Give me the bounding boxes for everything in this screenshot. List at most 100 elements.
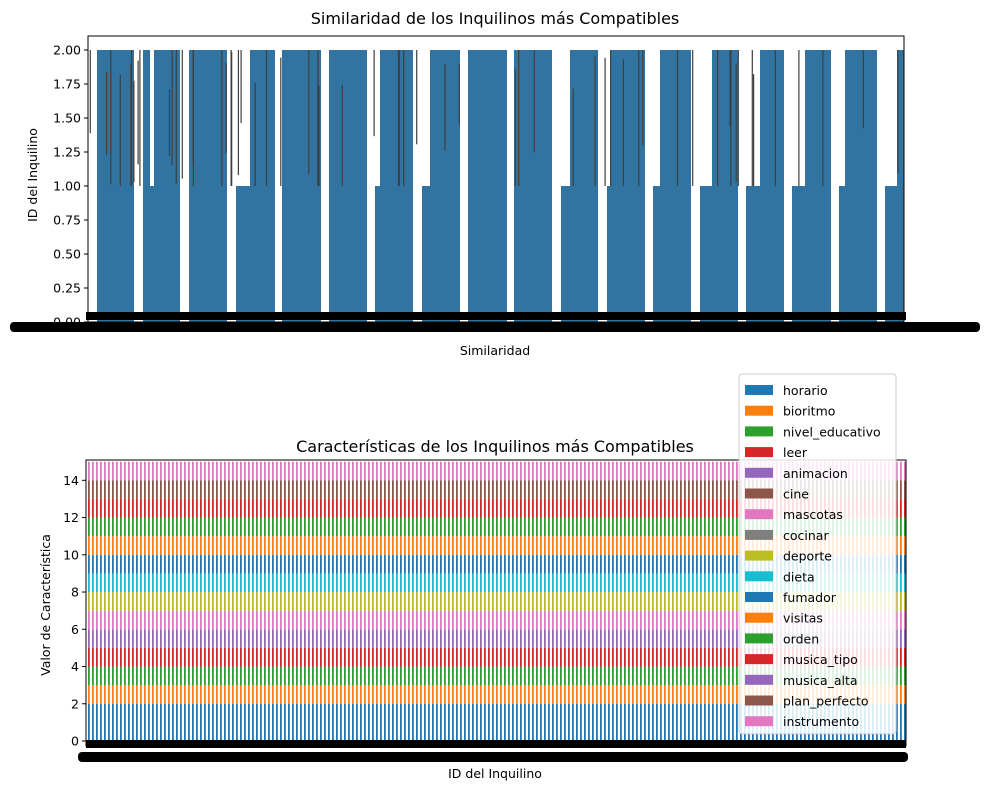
chart2-bar-segment xyxy=(480,629,482,648)
chart2-bar-segment xyxy=(332,573,334,593)
chart2-bar-segment xyxy=(144,461,146,481)
chart2-bar-segment xyxy=(696,610,698,630)
chart2-bar-segment xyxy=(140,629,142,648)
chart2-bar-segment xyxy=(684,554,686,574)
chart2-bar-segment xyxy=(680,461,682,481)
chart2-bar-segment xyxy=(604,554,606,574)
chart2-bar-segment xyxy=(340,610,342,630)
chart2-bar-segment xyxy=(440,610,442,630)
chart2-bar-segment xyxy=(736,666,738,686)
chart2-bar-segment xyxy=(252,517,254,537)
chart2-bar-segment xyxy=(468,480,470,499)
chart2-bar-segment xyxy=(480,592,482,611)
chart2-bar-segment xyxy=(348,629,350,648)
chart2-bar-segment xyxy=(224,536,226,555)
chart2-bar-segment xyxy=(564,592,566,611)
chart2-bar-segment xyxy=(240,461,242,481)
chart2-bar-segment xyxy=(476,592,478,611)
chart2-bar-segment xyxy=(568,610,570,630)
chart2-bar-segment xyxy=(444,685,446,704)
chart2-bar-segment xyxy=(112,498,114,518)
chart2-bar-segment xyxy=(632,554,634,574)
chart2-bar-segment xyxy=(652,536,654,555)
characteristics-chart: Características de los Inquilinos más Co… xyxy=(38,373,908,781)
chart2-bar-segment xyxy=(672,592,674,611)
chart2-bar-segment xyxy=(676,498,678,518)
chart2-bar-segment xyxy=(400,536,402,555)
chart2-bar-segment xyxy=(236,629,238,648)
chart2-bar-segment xyxy=(708,647,710,667)
chart2-bar-segment xyxy=(344,703,346,741)
chart2-bar-segment xyxy=(464,554,466,574)
chart2-title: Características de los Inquilinos más Co… xyxy=(296,437,694,456)
chart2-bar-segment xyxy=(464,629,466,648)
chart2-bar-segment xyxy=(412,536,414,555)
chart2-bar-segment xyxy=(636,498,638,518)
chart2-bar-segment xyxy=(620,629,622,648)
chart2-bar-segment xyxy=(124,536,126,555)
chart2-bar-segment xyxy=(532,461,534,481)
chart2-bar-segment xyxy=(548,685,550,704)
chart2-bar-segment xyxy=(592,666,594,686)
chart2-ylabel: Valor de Característica xyxy=(38,534,53,676)
chart2-bar-segment xyxy=(676,536,678,555)
chart2-bar-segment xyxy=(212,592,214,611)
chart2-bar-segment xyxy=(436,703,438,741)
chart2-bar-segment xyxy=(188,610,190,630)
chart2-bar-segment xyxy=(656,703,658,741)
chart2-bar-segment xyxy=(596,498,598,518)
chart2-bar-segment xyxy=(684,517,686,537)
chart2-bar-segment xyxy=(592,592,594,611)
chart2-bar-segment xyxy=(532,573,534,593)
chart2-bar-segment xyxy=(216,703,218,741)
chart2-bar-segment xyxy=(120,536,122,555)
chart2-bar-segment xyxy=(616,703,618,741)
chart2-bar-segment xyxy=(104,480,106,499)
chart2-bar-segment xyxy=(148,498,150,518)
chart2-bar-segment xyxy=(572,498,574,518)
chart2-bar-segment xyxy=(120,517,122,537)
chart2-bar-segment xyxy=(212,517,214,537)
chart2-bar-segment xyxy=(192,480,194,499)
chart2-bar-segment xyxy=(420,480,422,499)
chart2-bar-segment xyxy=(580,647,582,667)
chart2-bar-segment xyxy=(616,461,618,481)
chart2-bar-segment xyxy=(412,480,414,499)
chart2-bar-segment xyxy=(400,517,402,537)
chart2-bar-segment xyxy=(92,666,94,686)
chart2-bar-segment xyxy=(604,647,606,667)
chart2-bar-segment xyxy=(448,685,450,704)
chart2-bar-segment xyxy=(96,610,98,630)
chart2-bar-segment xyxy=(452,592,454,611)
chart2-bar-segment xyxy=(716,703,718,741)
chart2-bar-segment xyxy=(624,498,626,518)
chart2-bar-segment xyxy=(500,610,502,630)
chart2-bar-segment xyxy=(672,498,674,518)
chart2-bar-segment xyxy=(460,685,462,704)
chart2-bar-segment xyxy=(296,461,298,481)
chart2-bar-segment xyxy=(896,536,898,555)
chart2-bar-segment xyxy=(320,592,322,611)
chart2-bar-segment xyxy=(136,610,138,630)
chart2-bar-segment xyxy=(260,536,262,555)
chart2-bar-segment xyxy=(268,629,270,648)
chart2-bar-segment xyxy=(540,536,542,555)
chart2-bar-segment xyxy=(676,685,678,704)
legend-swatch xyxy=(745,592,773,602)
chart2-bar-segment xyxy=(268,498,270,518)
chart2-bar-segment xyxy=(244,685,246,704)
chart2-bar-segment xyxy=(356,573,358,593)
chart2-bar-segment xyxy=(184,592,186,611)
chart2-bar-segment xyxy=(552,554,554,574)
chart2-bar-segment xyxy=(600,554,602,574)
chart2-bar-segment xyxy=(244,573,246,593)
chart2-bar-segment xyxy=(580,517,582,537)
chart2-bar-segment xyxy=(696,480,698,499)
chart2-bar-segment xyxy=(328,573,330,593)
chart2-bar-segment xyxy=(692,666,694,686)
chart2-bar-segment xyxy=(360,498,362,518)
chart2-bar-segment xyxy=(312,703,314,741)
chart2-bar-segment xyxy=(88,480,90,499)
chart2-bar-segment xyxy=(296,703,298,741)
chart2-bar-segment xyxy=(528,685,530,704)
